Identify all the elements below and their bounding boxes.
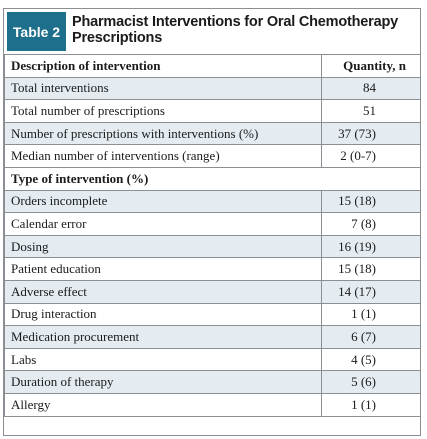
row-value: 6 (7) bbox=[321, 325, 421, 349]
row-value: 37 (73) bbox=[321, 121, 421, 146]
row-value: 4 (5) bbox=[321, 347, 421, 372]
table-row: Orders incomplete 15 (18) bbox=[4, 189, 421, 214]
section-header: Type of intervention (%) bbox=[4, 166, 421, 191]
table-row: Dosing 16 (19) bbox=[4, 234, 421, 259]
column-header-quantity: Quantity, n bbox=[321, 54, 421, 78]
interventions-table: Description of intervention Quantity, n … bbox=[4, 54, 421, 417]
table-row: Labs 4 (5) bbox=[4, 347, 421, 372]
row-label: Labs bbox=[4, 347, 322, 372]
row-label: Allergy bbox=[4, 392, 322, 417]
row-value: 7 (8) bbox=[321, 212, 421, 236]
table-title: Pharmacist Interventions for Oral Chemot… bbox=[72, 14, 398, 46]
row-value: 1 (1) bbox=[321, 302, 421, 327]
table-row: Number of prescriptions with interventio… bbox=[4, 121, 421, 146]
table-row: Patient education 15 (18) bbox=[4, 257, 421, 281]
row-value: 5 (6) bbox=[321, 370, 421, 394]
table-column-headers: Description of intervention Quantity, n bbox=[4, 54, 421, 78]
row-label: Number of prescriptions with interventio… bbox=[4, 121, 322, 146]
table-row: Adverse effect 14 (17) bbox=[4, 279, 421, 304]
table-row: Calendar error 7 (8) bbox=[4, 212, 421, 236]
table-row: Duration of therapy 5 (6) bbox=[4, 370, 421, 394]
row-label: Duration of therapy bbox=[4, 370, 322, 394]
row-label: Adverse effect bbox=[4, 279, 322, 304]
row-label: Total number of prescriptions bbox=[4, 99, 322, 123]
row-label: Total interventions bbox=[4, 76, 322, 101]
row-value: 15 (18) bbox=[321, 257, 421, 281]
table-frame: Table 2 Pharmacist Interventions for Ora… bbox=[3, 8, 421, 436]
row-value: 1 (1) bbox=[321, 392, 421, 417]
row-value: 15 (18) bbox=[321, 189, 421, 214]
row-label: Median number of interventions (range) bbox=[4, 144, 322, 168]
row-label: Orders incomplete bbox=[4, 189, 322, 214]
table-row: Median number of interventions (range) 2… bbox=[4, 144, 421, 168]
row-label: Patient education bbox=[4, 257, 322, 281]
row-value: 51 bbox=[321, 99, 421, 123]
row-label: Medication procurement bbox=[4, 325, 322, 349]
table-row: Allergy 1 (1) bbox=[4, 392, 421, 417]
row-label: Dosing bbox=[4, 234, 322, 259]
section-header-row: Type of intervention (%) bbox=[4, 166, 421, 191]
row-value: 84 bbox=[321, 76, 421, 101]
table-row: Medication procurement 6 (7) bbox=[4, 325, 421, 349]
row-value: 16 (19) bbox=[321, 234, 421, 259]
row-value: 2 (0-7) bbox=[321, 144, 421, 168]
table-header: Table 2 Pharmacist Interventions for Ora… bbox=[4, 9, 420, 54]
column-header-description: Description of intervention bbox=[4, 54, 322, 78]
row-label: Calendar error bbox=[4, 212, 322, 236]
table-row: Drug interaction 1 (1) bbox=[4, 302, 421, 327]
table-row: Total interventions 84 bbox=[4, 76, 421, 101]
table-number-tag: Table 2 bbox=[7, 12, 66, 51]
row-label: Drug interaction bbox=[4, 302, 322, 327]
row-value: 14 (17) bbox=[321, 279, 421, 304]
table-row: Total number of prescriptions 51 bbox=[4, 99, 421, 123]
